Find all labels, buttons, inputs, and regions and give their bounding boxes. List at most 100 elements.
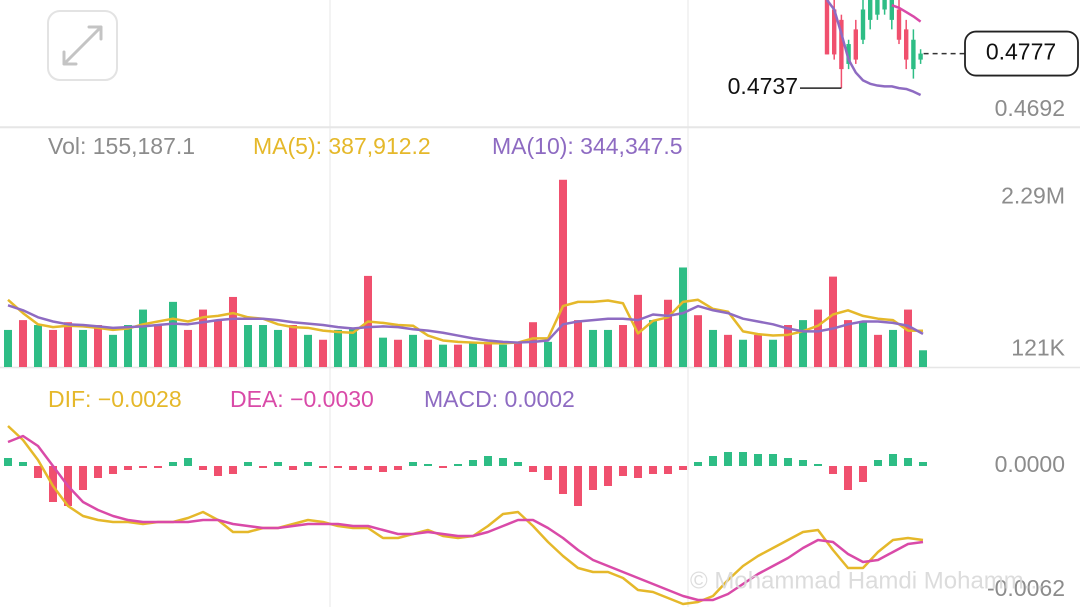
macd-bar	[229, 466, 237, 474]
volume-bar	[4, 329, 12, 367]
volume-bar	[64, 322, 72, 367]
macd-bar	[4, 458, 12, 466]
volume-bar	[109, 334, 117, 367]
macd-bar	[139, 466, 147, 468]
volume-bar	[529, 322, 537, 367]
volume-bar	[334, 329, 342, 367]
volume-bar	[904, 309, 912, 367]
volume-bar	[49, 329, 57, 367]
macd-bar	[574, 466, 582, 506]
volume-bar	[259, 325, 267, 367]
volume-bar	[244, 325, 252, 367]
volume-bar	[349, 327, 357, 367]
volume-bar	[604, 329, 612, 367]
volume-bar	[919, 350, 927, 367]
macd-bar	[589, 466, 597, 490]
volume-bar	[619, 325, 627, 367]
volume-bar	[304, 334, 312, 367]
volume-bar	[679, 267, 687, 367]
macd-bar	[559, 466, 567, 494]
macd-bar	[304, 462, 312, 466]
legend-entry: MACD: 0.0002	[424, 386, 575, 412]
macd-bar	[364, 466, 372, 470]
volume-bar	[19, 320, 27, 367]
volume-bar	[124, 325, 132, 367]
volume-bar	[484, 341, 492, 367]
macd-bar	[904, 458, 912, 466]
volume-ma10-line	[7, 304, 924, 344]
macd-bar	[529, 466, 537, 472]
volume-bar	[754, 334, 762, 367]
volume-bar	[814, 309, 822, 367]
candle-body	[832, 9, 837, 55]
volume-bar	[799, 320, 807, 367]
last-price-box	[964, 30, 1079, 77]
volume-bar	[829, 276, 837, 367]
dea-line	[7, 434, 924, 602]
macd-bar	[724, 452, 732, 466]
volume-bar	[499, 344, 507, 367]
volume-bar	[34, 325, 42, 367]
macd-bar	[259, 466, 267, 468]
macd-bar	[184, 458, 192, 466]
macd-bar	[19, 462, 27, 466]
macd-bar	[349, 466, 357, 470]
watermark: © Mohammad Hamdi Mohamm...	[690, 567, 1044, 594]
volume-bar	[454, 344, 462, 367]
volume-bar	[289, 325, 297, 367]
macd-bar	[709, 456, 717, 466]
volume-bar	[469, 341, 477, 367]
macd-bar	[199, 466, 207, 470]
volume-bar	[544, 341, 552, 367]
macd-bar	[124, 466, 132, 470]
candle-body	[846, 44, 851, 64]
macd-bar	[109, 466, 117, 474]
macd-bar	[499, 458, 507, 466]
volume-bar	[154, 325, 162, 367]
macd-bar	[214, 466, 222, 476]
volume-bar	[409, 334, 417, 367]
volume-bar	[184, 329, 192, 367]
macd-bar	[859, 466, 867, 482]
macd-bar	[469, 460, 477, 466]
volume-bar	[79, 329, 87, 367]
volume-bar	[769, 339, 777, 367]
volume-bar	[694, 315, 702, 367]
macd-bar	[874, 460, 882, 466]
legend-entry: DEA: −0.0030	[230, 386, 374, 412]
macd-bar	[769, 454, 777, 466]
macd-bar	[784, 458, 792, 466]
macd-bar	[754, 454, 762, 466]
volume-bar	[379, 337, 387, 367]
expand-icon	[62, 25, 103, 66]
macd-bar	[409, 462, 417, 466]
candle-body	[896, 9, 902, 40]
volume-bar	[844, 320, 852, 367]
macd-bar	[79, 466, 87, 490]
legend-entry: MA(5): 387,912.2	[253, 133, 431, 159]
volume-bar	[199, 309, 207, 367]
macd-bar	[454, 464, 462, 466]
volume-bar	[889, 329, 897, 367]
price-ma-line	[891, 4, 922, 23]
candle-body	[824, 0, 830, 55]
candle-body	[860, 9, 866, 40]
macd-bar	[679, 466, 687, 470]
legend-entry: Vol: 155,187.1	[48, 133, 195, 159]
volume-bar	[319, 339, 327, 367]
price-ma-line	[826, 0, 922, 97]
candle-body	[868, 0, 873, 20]
volume-bar	[229, 296, 237, 367]
volume-bar	[859, 322, 867, 367]
macd-bar	[394, 466, 402, 470]
volume-bar	[214, 320, 222, 367]
macd-axis-label: -0.0062	[987, 575, 1065, 601]
volume-bar	[439, 344, 447, 367]
macd-bar	[919, 462, 927, 466]
volume-bar	[274, 329, 282, 367]
legend-entry: DIF: −0.0028	[48, 386, 182, 412]
macd-bar	[319, 466, 327, 468]
low-marker-label: 0.4737	[728, 73, 798, 99]
expand-button[interactable]	[47, 10, 118, 81]
